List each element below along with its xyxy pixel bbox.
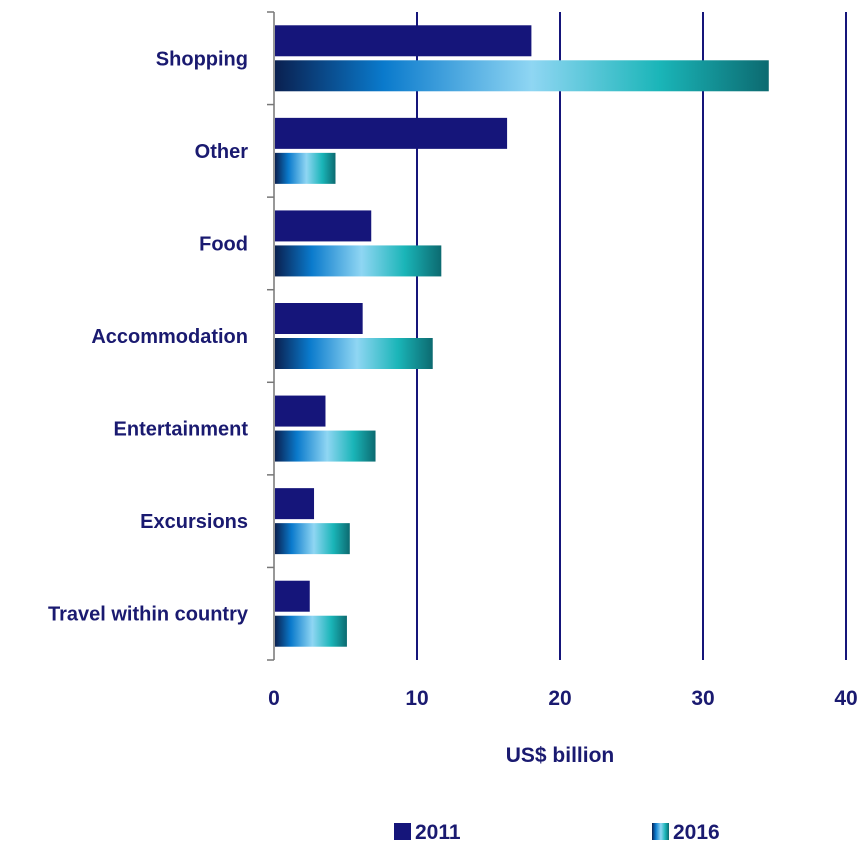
category-label-accommodation: Accommodation	[91, 326, 248, 348]
x-tick-label-20: 20	[548, 687, 571, 710]
bar-2011-food	[275, 210, 372, 242]
bar-2016-entertainment	[275, 430, 376, 462]
x-tick-label-0: 0	[268, 687, 280, 710]
bar-2016-shopping	[275, 60, 769, 92]
bar-2011-entertainment	[275, 395, 326, 427]
bars	[275, 25, 769, 647]
x-axis-title: US$ billion	[506, 744, 615, 767]
bar-2016-other	[275, 152, 336, 184]
bar-2016-travel-within-country	[275, 615, 347, 647]
grid-lines	[416, 12, 847, 660]
category-label-food: Food	[199, 233, 248, 255]
bar-2011-other	[275, 117, 508, 149]
category-labels: Shopping Other Food Accommodation Entertainm…	[48, 48, 249, 625]
x-tick-labels: 0 10 20 30 40	[268, 687, 858, 710]
bar-2011-excursions	[275, 488, 315, 520]
bar-2011-shopping	[275, 25, 532, 57]
x-tick-label-40: 40	[834, 687, 857, 710]
legend-swatch-2011	[394, 823, 411, 840]
legend-label-2011: 2011	[415, 821, 461, 843]
bar-2016-accommodation	[275, 338, 433, 369]
legend: 2011 2016	[394, 821, 720, 843]
category-label-excursions: Excursions	[140, 511, 248, 533]
bar-2011-travel-within-country	[275, 580, 310, 612]
legend-label-2016: 2016	[673, 821, 720, 843]
y-axis	[267, 11, 275, 661]
legend-swatch-2016	[652, 823, 669, 840]
bar-2016-food	[275, 245, 442, 277]
category-label-travel-within-country: Travel within country	[48, 604, 249, 626]
x-tick-label-10: 10	[405, 687, 428, 710]
bar-2016-excursions	[275, 523, 350, 555]
bar-2011-accommodation	[275, 303, 363, 334]
category-label-shopping: Shopping	[156, 48, 248, 70]
category-label-other: Other	[195, 141, 249, 163]
x-tick-label-30: 30	[691, 687, 714, 710]
category-label-entertainment: Entertainment	[114, 419, 249, 441]
